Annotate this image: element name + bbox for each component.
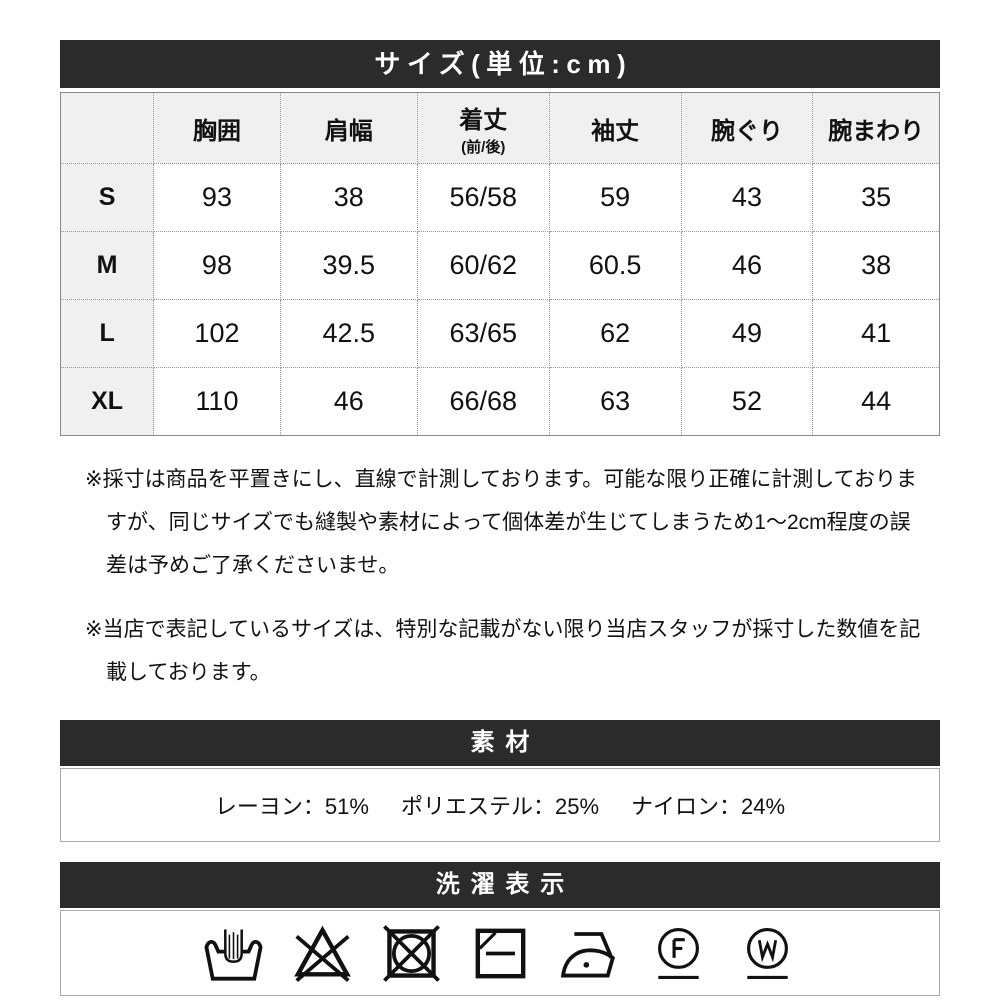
wash-symbols-row: [60, 910, 940, 997]
col-header-chest: 胸囲: [153, 92, 281, 164]
cell-value: 102: [153, 299, 281, 368]
material-item-polyester: ポリエステル：25%: [400, 794, 600, 820]
size-table-header-row: 胸囲 肩幅 着丈 (前/後) 袖丈 腕ぐり 腕まわり: [59, 92, 940, 164]
corner-cell: [59, 92, 155, 164]
wash-section-title-bar: 洗濯表示: [60, 862, 940, 909]
cell-value: 42.5: [279, 299, 418, 368]
cell-value: 52: [680, 367, 814, 436]
col-header-length-sub: (前/後): [461, 138, 506, 156]
cell-value: 39.5: [279, 231, 418, 300]
row-label-s: S: [59, 163, 155, 232]
cell-value: 41: [812, 299, 940, 368]
cell-value: 35: [812, 163, 940, 232]
cell-value: 59: [548, 163, 682, 232]
table-row-l: L 102 42.5 63/65 62 49 41: [59, 299, 940, 368]
dry-flat-shade-icon: [469, 922, 532, 985]
wash-care-section: 洗濯表示: [60, 862, 940, 997]
hand-wash-icon: [202, 922, 265, 985]
material-composition: レーヨン：51% ポリエステル：25% ナイロン：24%: [60, 768, 940, 843]
dry-clean-f-icon: [647, 922, 710, 985]
col-header-armhole: 腕ぐり: [680, 92, 814, 164]
cell-value: 60/62: [416, 231, 550, 300]
measurement-note: ※採寸は商品を平置きにし、直線で計測しております。可能な限り正確に計測しておりま…: [85, 468, 917, 578]
col-header-length: 着丈 (前/後): [416, 92, 550, 164]
iron-low-icon: [558, 922, 621, 985]
cell-value: 66/68: [416, 367, 550, 436]
cell-value: 93: [153, 163, 281, 232]
no-bleach-icon: [291, 922, 354, 985]
material-item-rayon: レーヨン：51%: [214, 794, 369, 820]
staff-measured-note: ※当店で表記しているサイズは、特別な記載がない限り当店スタッフが採寸した数値を記…: [85, 618, 921, 685]
col-header-sleeve: 袖丈: [548, 92, 682, 164]
size-table: 胸囲 肩幅 着丈 (前/後) 袖丈 腕ぐり 腕まわり S 93 38 56/58…: [59, 92, 940, 436]
material-item-nylon: ナイロン：24%: [631, 794, 786, 820]
cell-value: 46: [680, 231, 814, 300]
col-header-shoulder: 肩幅: [279, 92, 418, 164]
row-label-m: M: [59, 231, 155, 300]
cell-value: 38: [812, 231, 940, 300]
cell-value: 63/65: [416, 299, 550, 368]
table-row-s: S 93 38 56/58 59 43 35: [59, 163, 940, 232]
cell-value: 63: [548, 367, 682, 436]
cell-value: 46: [279, 367, 418, 436]
col-header-arm-width: 腕まわり: [812, 92, 940, 164]
cell-value: 49: [680, 299, 814, 368]
cell-value: 44: [812, 367, 940, 436]
row-label-xl: XL: [59, 367, 155, 436]
cell-value: 110: [153, 367, 281, 436]
table-row-xl: XL 110 46 66/68 63 52 44: [59, 367, 940, 436]
table-row-m: M 98 39.5 60/62 60.5 46 38: [59, 231, 940, 300]
cell-value: 56/58: [416, 163, 550, 232]
no-tumble-dry-icon: [380, 922, 443, 985]
size-chart-page: サイズ(単位:cm) 胸囲 肩幅 着丈 (前/後) 袖丈 腕ぐり 腕まわり S: [59, 0, 940, 997]
material-section-title-bar: 素材: [60, 720, 940, 767]
cell-value: 98: [153, 231, 281, 300]
row-label-l: L: [59, 299, 155, 368]
material-section: 素材 レーヨン：51% ポリエステル：25% ナイロン：24%: [60, 720, 940, 843]
cell-value: 38: [279, 163, 418, 232]
cell-value: 62: [548, 299, 682, 368]
wet-clean-w-icon: [736, 922, 799, 985]
col-header-length-main: 着丈: [459, 106, 508, 134]
size-section-title-bar: サイズ(単位:cm): [60, 40, 940, 88]
cell-value: 60.5: [548, 231, 682, 300]
cell-value: 43: [680, 163, 814, 232]
